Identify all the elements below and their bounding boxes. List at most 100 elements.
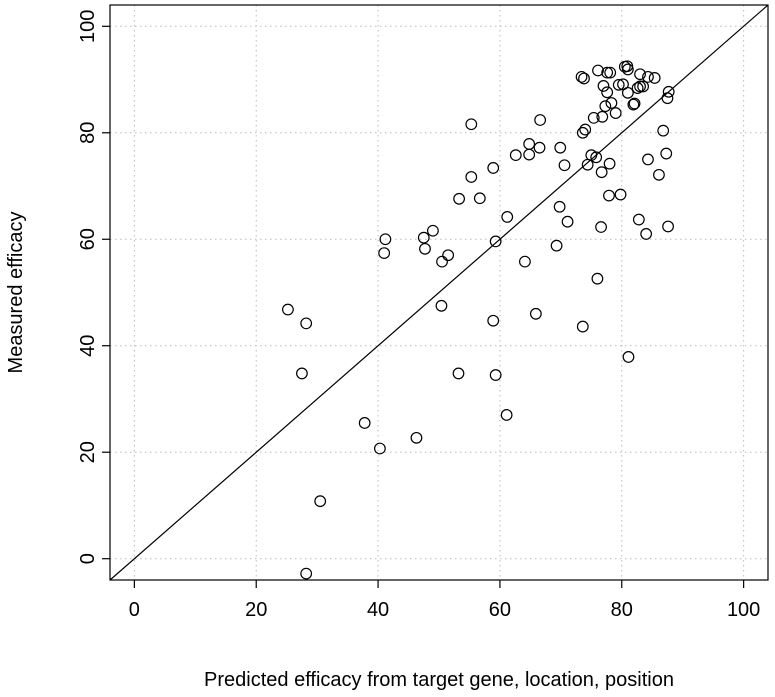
x-tick-label: 20	[245, 599, 267, 621]
data-point	[595, 166, 608, 179]
x-tick-label: 60	[489, 599, 511, 621]
y-axis-title: Measured efficacy	[5, 212, 27, 374]
data-point	[300, 317, 313, 330]
data-point	[599, 100, 612, 113]
data-point	[621, 63, 634, 76]
data-point	[642, 70, 654, 83]
plot-frame	[109, 4, 769, 581]
data-point	[523, 148, 536, 161]
data-point	[575, 70, 588, 83]
data-point	[436, 255, 448, 268]
data-point	[519, 255, 531, 268]
grid-lines	[110, 5, 768, 580]
data-point	[487, 314, 500, 327]
data-point	[442, 249, 455, 262]
data-point	[358, 417, 371, 429]
data-point	[587, 111, 600, 124]
data-point	[634, 68, 646, 81]
data-point	[662, 220, 674, 233]
data-point	[435, 299, 448, 312]
data-point	[627, 98, 640, 111]
data-point	[553, 200, 566, 213]
data-point	[640, 228, 653, 240]
data-point	[592, 64, 604, 77]
data-point	[561, 215, 574, 228]
data-point	[632, 213, 645, 226]
data-point	[579, 123, 592, 136]
data-point	[605, 97, 618, 109]
data-point	[621, 86, 634, 99]
identity-reference-line	[109, 4, 769, 581]
data-point	[634, 80, 646, 93]
y-tick-label: 40	[77, 335, 99, 357]
data-points	[282, 60, 675, 580]
data-point	[427, 224, 439, 237]
data-point	[558, 159, 571, 172]
y-tick-label: 80	[77, 122, 99, 144]
data-point	[473, 192, 486, 205]
data-point	[576, 126, 589, 139]
data-point	[642, 153, 654, 166]
data-point	[591, 272, 604, 285]
data-point	[578, 72, 590, 85]
data-point	[601, 66, 614, 79]
data-point	[452, 367, 465, 380]
data-point	[465, 118, 478, 131]
data-point	[489, 235, 502, 248]
data-point	[300, 567, 313, 580]
data-point	[595, 221, 607, 233]
data-point	[653, 168, 665, 181]
data-point	[554, 141, 567, 154]
data-point	[648, 72, 661, 84]
data-point	[378, 247, 391, 260]
y-tick-label: 60	[77, 228, 99, 250]
data-point	[523, 138, 536, 150]
x-tick-label: 80	[611, 599, 633, 621]
data-point	[282, 303, 294, 316]
data-point	[417, 231, 430, 244]
data-point	[379, 233, 392, 246]
data-point	[596, 110, 609, 123]
y-tick-label: 100	[77, 10, 99, 43]
x-axis: 0 20 40 60 80 100	[129, 580, 760, 621]
data-point	[622, 351, 635, 363]
data-point	[603, 189, 615, 202]
x-axis-title: Predicted efficacy from target gene, loc…	[204, 669, 674, 691]
data-point	[296, 367, 308, 380]
data-point	[601, 86, 614, 99]
data-point	[661, 92, 674, 105]
data-point	[576, 320, 589, 333]
data-point	[500, 409, 513, 421]
data-point	[550, 239, 563, 252]
data-point	[609, 107, 622, 119]
data-point	[603, 157, 616, 170]
data-point	[657, 124, 670, 137]
data-point	[419, 242, 431, 255]
y-axis: 0 20 40 60 80 100	[77, 10, 110, 564]
y-tick-label: 20	[77, 441, 99, 463]
data-point	[410, 431, 423, 444]
data-point	[660, 147, 673, 160]
data-point	[631, 82, 644, 94]
data-point	[501, 210, 514, 223]
data-point	[314, 495, 327, 508]
data-point	[489, 369, 502, 381]
data-point	[534, 114, 547, 126]
x-tick-label: 0	[129, 599, 140, 621]
data-point	[662, 85, 675, 98]
data-point	[628, 97, 641, 110]
x-tick-label: 100	[727, 599, 760, 621]
data-point	[509, 149, 522, 162]
data-point	[597, 80, 610, 92]
data-point	[374, 442, 386, 455]
data-point	[604, 66, 617, 79]
data-point	[614, 188, 627, 201]
data-point	[612, 78, 625, 91]
data-point	[487, 162, 500, 174]
x-tick-label: 40	[367, 599, 389, 621]
data-point	[529, 307, 542, 320]
data-point	[465, 171, 478, 183]
y-tick-label: 0	[77, 553, 99, 564]
data-point	[590, 151, 603, 164]
